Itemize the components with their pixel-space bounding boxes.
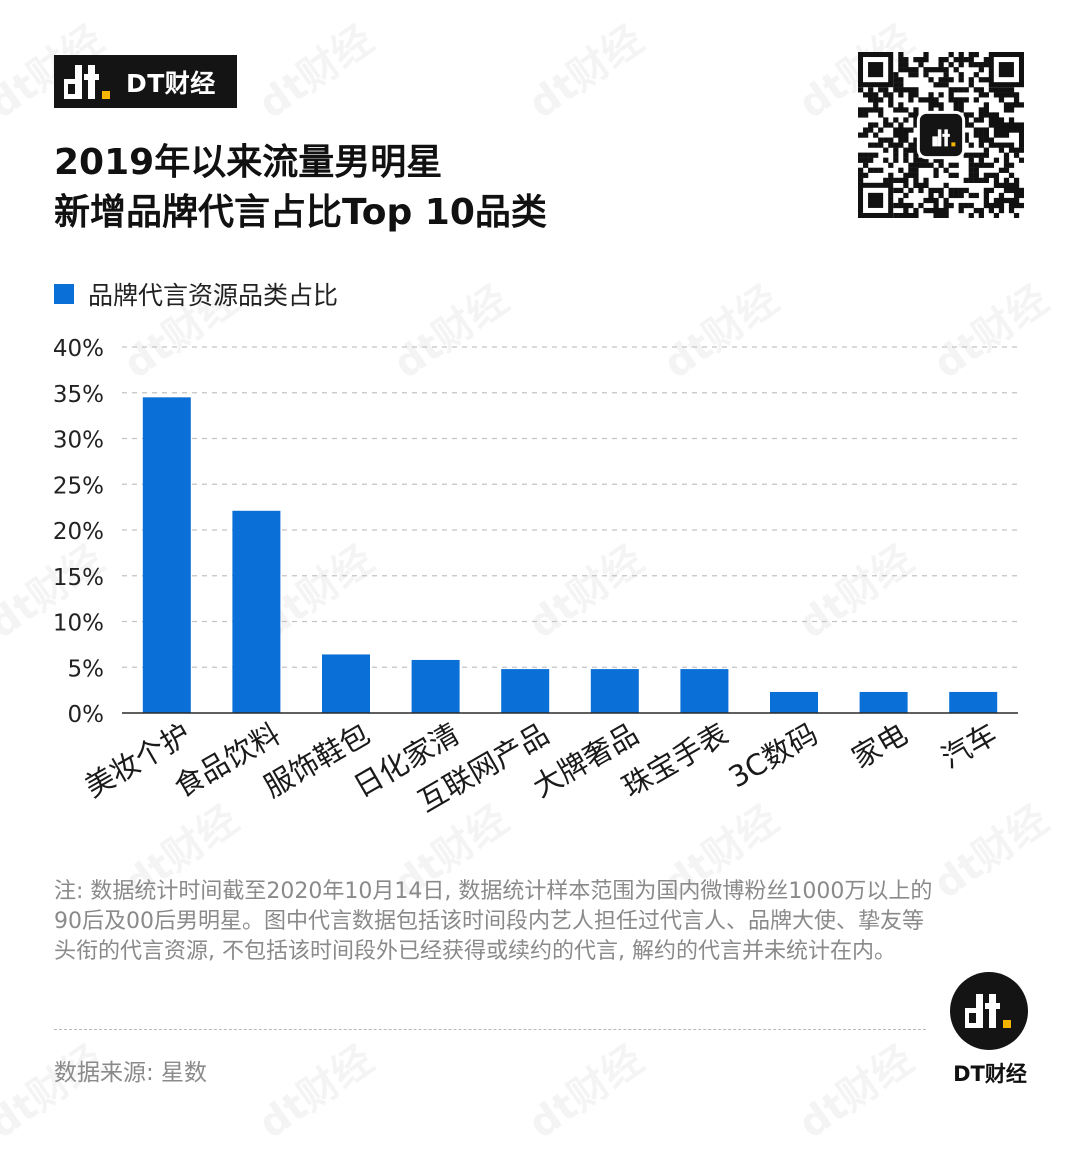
round-logo	[950, 972, 1028, 1050]
watermark: dt财经	[515, 1029, 653, 1149]
watermark: dt财经	[785, 1029, 923, 1149]
y-tick-label: 35%	[53, 382, 104, 408]
qr-code-icon	[858, 52, 1024, 218]
footnote: 注: 数据统计时间截至2020年10月14日, 数据统计样本范围为国内微博粉丝1…	[54, 879, 933, 964]
y-tick-label: 25%	[53, 473, 104, 499]
footer-divider	[54, 1029, 926, 1030]
chart-legend: 品牌代言资源品类占比	[54, 276, 338, 312]
bar	[770, 691, 818, 713]
round-logo-brand: DT财经	[953, 1062, 1027, 1086]
bar	[590, 669, 639, 713]
brand-name: DT财经	[126, 68, 216, 98]
bar-chart: 0%5%10%15%20%25%30%35%40%美妆个护食品饮料服饰鞋包日化家…	[53, 336, 1018, 819]
legend-swatch	[54, 284, 74, 304]
bar	[680, 669, 729, 713]
bar	[859, 691, 908, 713]
dt-logo-icon	[64, 64, 110, 99]
dt-logo-icon	[965, 994, 1011, 1028]
x-tick-label: 家电	[846, 717, 913, 775]
x-tick-label: 3C数码	[723, 717, 824, 795]
title-line-1: 2019年以来流量男明星	[54, 142, 443, 183]
bar	[232, 510, 281, 713]
bar	[322, 654, 370, 713]
legend-label: 品牌代言资源品类占比	[88, 281, 339, 310]
x-tick-label: 汽车	[935, 717, 1002, 775]
watermark: dt财经	[245, 1029, 383, 1149]
y-tick-label: 30%	[53, 428, 104, 454]
y-tick-label: 5%	[68, 656, 105, 682]
bar	[501, 669, 550, 713]
y-tick-label: 10%	[53, 611, 104, 637]
bar	[949, 691, 998, 713]
y-tick-label: 40%	[53, 336, 104, 362]
y-tick-label: 0%	[68, 702, 105, 728]
data-source: 数据来源: 星数	[54, 1060, 208, 1086]
bar	[142, 397, 191, 713]
chart-title: 2019年以来流量男明星 新增品牌代言占比Top 10品类	[54, 138, 774, 238]
y-tick-label: 20%	[53, 519, 104, 545]
y-tick-label: 15%	[53, 565, 104, 591]
brand-badge: DT财经	[54, 55, 237, 108]
watermark: dt财经	[0, 1029, 113, 1149]
title-line-2: 新增品牌代言占比Top 10品类	[54, 192, 547, 233]
bar	[411, 659, 460, 713]
